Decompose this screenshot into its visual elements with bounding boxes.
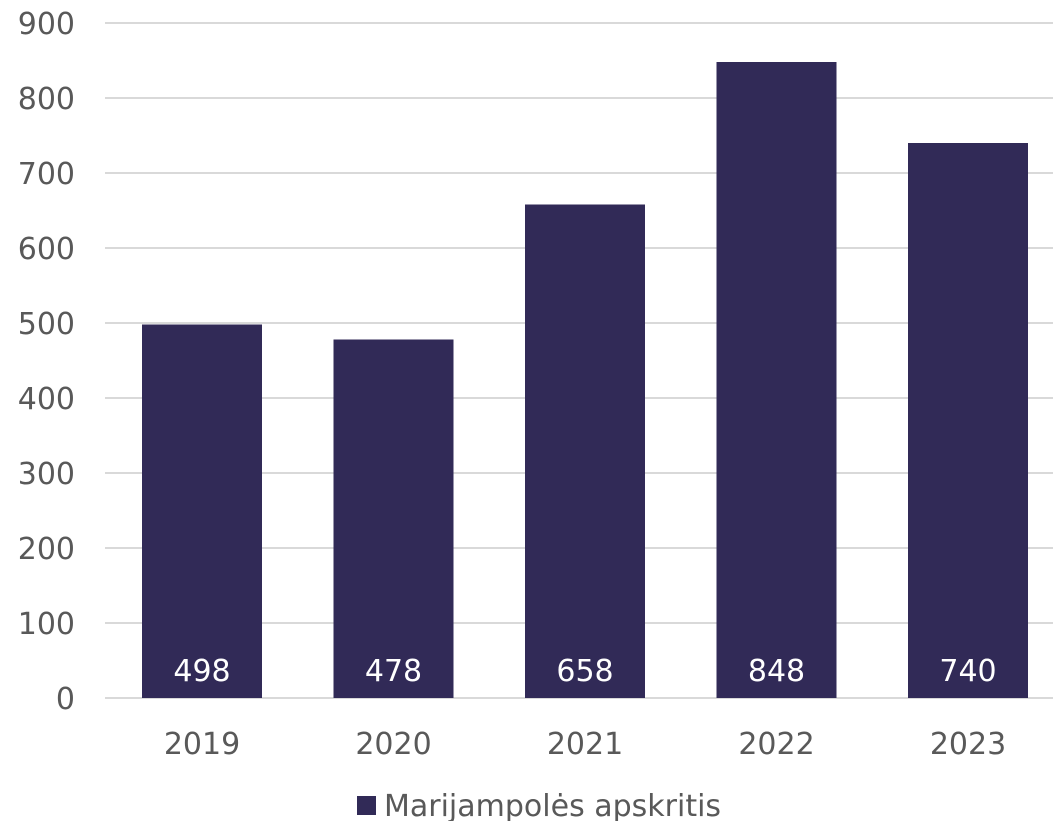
bar (716, 62, 837, 698)
x-tick-label: 2020 (355, 727, 431, 762)
data-labels: 498 478 658 848 740 (173, 654, 996, 689)
data-label: 498 (173, 654, 230, 689)
data-label: 478 (365, 654, 422, 689)
y-tick-label: 300 (18, 457, 75, 492)
legend: Marijampolės apskritis (357, 789, 721, 821)
data-label: 848 (748, 654, 805, 689)
x-tick-label: 2019 (164, 727, 240, 762)
legend-label: Marijampolės apskritis (384, 789, 721, 821)
y-tick-label: 200 (18, 532, 75, 567)
data-label: 740 (939, 654, 996, 689)
x-tick-label: 2022 (738, 727, 814, 762)
x-tick-label: 2021 (547, 727, 623, 762)
bar (142, 324, 262, 698)
bars (142, 62, 1028, 698)
y-tick-label: 800 (18, 82, 75, 117)
y-tick-label: 900 (18, 7, 75, 42)
bar (333, 339, 454, 698)
y-tick-label: 0 (56, 682, 75, 717)
data-label: 658 (556, 654, 613, 689)
y-tick-label: 500 (18, 307, 75, 342)
y-axis-tick-labels: 0 100 200 300 400 500 600 700 800 900 (18, 7, 75, 717)
legend-swatch (357, 796, 376, 815)
y-tick-label: 700 (18, 157, 75, 192)
bar (525, 204, 645, 698)
x-tick-label: 2023 (930, 727, 1006, 762)
bar (908, 143, 1028, 698)
x-axis-tick-labels: 2019 2020 2021 2022 2023 (164, 727, 1006, 762)
y-tick-label: 100 (18, 607, 75, 642)
y-tick-label: 400 (18, 382, 75, 417)
y-tick-label: 600 (18, 232, 75, 267)
